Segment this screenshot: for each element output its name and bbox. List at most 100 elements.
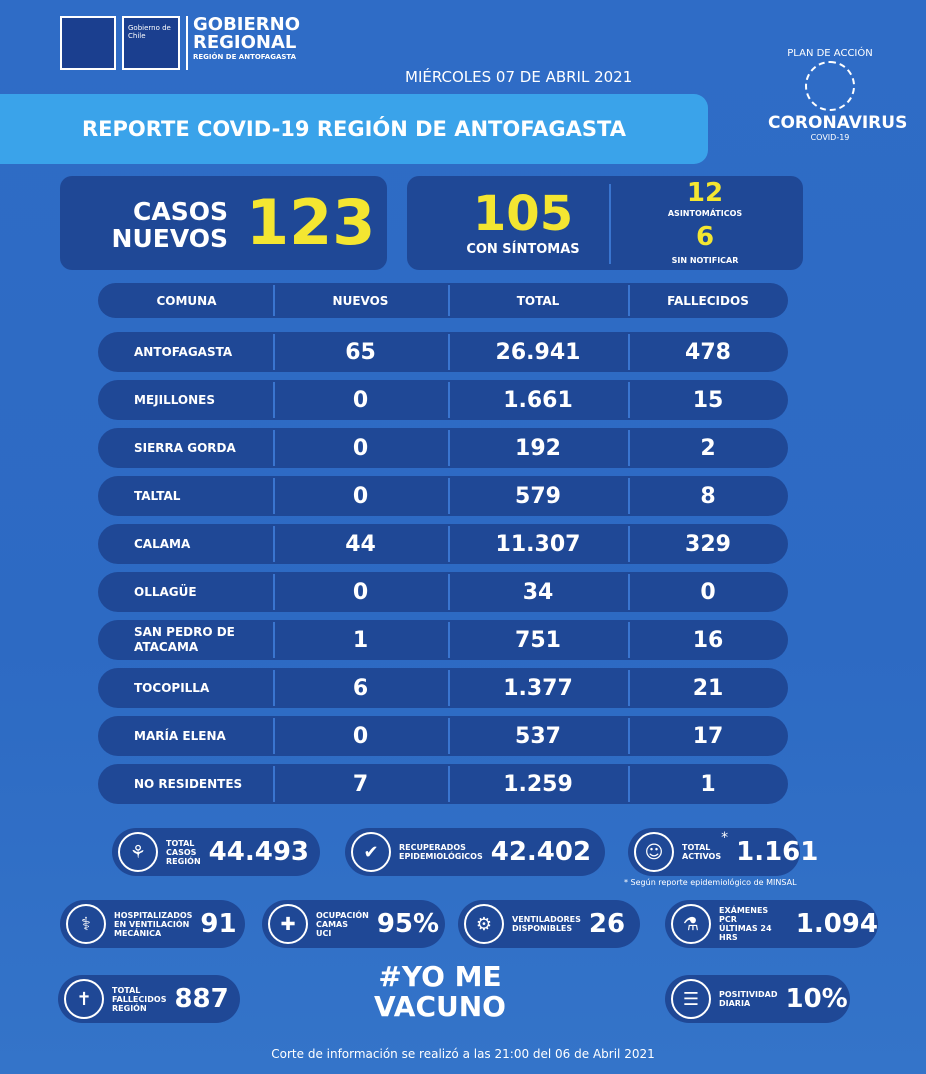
cell: 1 xyxy=(352,627,369,653)
cell-divider xyxy=(273,718,275,754)
stat-icon: ☺ xyxy=(634,832,674,872)
cell: 16 xyxy=(692,627,724,653)
cell: 1.377 xyxy=(503,675,573,701)
campaign-line: #YO ME xyxy=(378,960,502,993)
cell: SAN PEDRO DE ATACAMA xyxy=(134,625,235,654)
stat-label: VENTILADORES DISPONIBLES xyxy=(512,915,581,933)
stat-mark: * xyxy=(721,830,729,846)
stat-pill: ✚ OCUPACIÓN CAMAS UCI 95% xyxy=(262,900,445,948)
cell-divider xyxy=(448,622,450,658)
cell-divider xyxy=(273,622,275,658)
cell: TOTAL xyxy=(516,293,560,308)
table-row xyxy=(98,476,788,516)
badge-bottom: COVID-19 xyxy=(810,133,850,142)
cell: MEJILLONES xyxy=(134,392,216,407)
campaign: #YO ME VACUNO xyxy=(370,962,510,1022)
cell: TALTAL xyxy=(134,488,181,503)
cell-divider xyxy=(273,478,275,514)
cell: OLLAGÜE xyxy=(134,584,197,599)
stat-label: TOTAL CASOS REGIÓN xyxy=(166,838,201,866)
cell-divider xyxy=(628,766,630,802)
org-name: GOBIERNO REGIONAL REGIÓN DE ANTOFAGASTA xyxy=(193,16,300,62)
stat-icon: ⚙ xyxy=(464,904,504,944)
stat-pill: ⚙ VENTILADORES DISPONIBLES 26 xyxy=(458,900,640,948)
stat-label: RECUPERADOS EPIDEMIOLÓGICOS xyxy=(399,843,483,861)
logo xyxy=(60,16,116,70)
cell: 21 xyxy=(692,675,724,701)
table-row xyxy=(98,428,788,468)
cell: 329 xyxy=(685,531,731,557)
stat-icon: ⚘ xyxy=(118,832,158,872)
cell: 0 xyxy=(352,435,369,461)
new-cases-value: 123 xyxy=(246,186,376,259)
cell: 65 xyxy=(345,339,376,365)
cell: 8 xyxy=(700,483,716,509)
stat-icon: ✝ xyxy=(64,979,104,1019)
cell: 0 xyxy=(352,387,369,413)
new-cases-panel: CASOS NUEVOS 123 xyxy=(60,176,387,270)
cell-divider xyxy=(628,526,630,562)
symptomatic-label: CON SÍNTOMAS xyxy=(466,242,580,257)
logo-text: Gobierno de Chile xyxy=(122,16,180,70)
title: REPORTE COVID-19 REGIÓN DE ANTOFAGASTA xyxy=(82,117,626,141)
table-row xyxy=(98,620,788,660)
cell: 751 xyxy=(515,627,561,653)
cell: 1.661 xyxy=(503,387,573,413)
cell-divider xyxy=(273,574,275,610)
stat-icon: ✚ xyxy=(268,904,308,944)
stat-pill: ☺ TOTAL ACTIVOS * 1.161 xyxy=(628,828,818,876)
stat-value: 44.493 xyxy=(208,837,310,867)
cell: 478 xyxy=(685,339,731,365)
cell: 6 xyxy=(352,675,369,701)
cell: 0 xyxy=(700,579,716,605)
asymptomatic-value: 12 xyxy=(686,178,724,208)
cell: NO RESIDENTES xyxy=(134,776,243,791)
table-row xyxy=(98,764,788,804)
symptom-panel: 105 CON SÍNTOMAS 12 ASINTOMÁTICOS 6 SIN … xyxy=(407,176,803,270)
stat-value: 95% xyxy=(376,909,440,939)
stat-value: 42.402 xyxy=(490,837,592,867)
symptomatic-value: 105 xyxy=(472,186,574,242)
cell: 1.259 xyxy=(503,771,573,797)
cell-divider xyxy=(628,334,630,370)
cell-divider xyxy=(273,334,275,370)
stat-icon: ☰ xyxy=(671,979,711,1019)
org-line: REGIONAL xyxy=(193,32,297,53)
cell: 0 xyxy=(352,483,369,509)
cell: 34 xyxy=(522,579,554,605)
cell: ANTOFAGASTA xyxy=(134,344,233,359)
badge-top: PLAN DE ACCIÓN xyxy=(787,48,873,59)
cell-divider xyxy=(448,526,450,562)
badge: PLAN DE ACCIÓN CORONAVIRUS COVID-19 xyxy=(768,48,908,166)
cell: 15 xyxy=(692,387,724,413)
cell-divider xyxy=(273,766,275,802)
badge-main: CORONAVIRUS xyxy=(768,113,908,133)
stat-label: TOTAL ACTIVOS xyxy=(682,843,722,861)
cell-divider xyxy=(448,574,450,610)
cell: 44 xyxy=(345,531,376,557)
org-line: GOBIERNO xyxy=(193,14,301,35)
footnote: * Según reporte epidemiológico de MINSAL xyxy=(624,878,797,887)
stat-pill: ⚕ HOSPITALIZADOS EN VENTILACIÓN MECÁNICA 9… xyxy=(60,900,245,948)
cell-divider xyxy=(448,334,450,370)
asymptomatic-label: ASINTOMÁTICOS xyxy=(667,209,743,218)
table-row xyxy=(98,332,788,372)
cell-divider xyxy=(273,285,275,316)
cell: TOCOPILLA xyxy=(134,680,210,695)
cell: MARÍA ELENA xyxy=(134,728,226,743)
cell-divider xyxy=(273,526,275,562)
cell: CALAMA xyxy=(134,536,191,551)
stat-value: 887 xyxy=(174,984,229,1014)
stat-value: 10% xyxy=(785,984,848,1014)
stat-pill: ☰ POSITIVIDAD DIARIA 10% xyxy=(665,975,850,1023)
cell: 537 xyxy=(515,723,561,749)
cell: COMUNA xyxy=(156,293,217,308)
cell: 1 xyxy=(700,771,716,797)
stat-label: OCUPACIÓN CAMAS UCI xyxy=(316,910,369,938)
cell: 192 xyxy=(515,435,561,461)
cell-divider xyxy=(628,622,630,658)
virus-icon xyxy=(805,61,855,111)
cell: 7 xyxy=(352,771,369,797)
table-row xyxy=(98,380,788,420)
